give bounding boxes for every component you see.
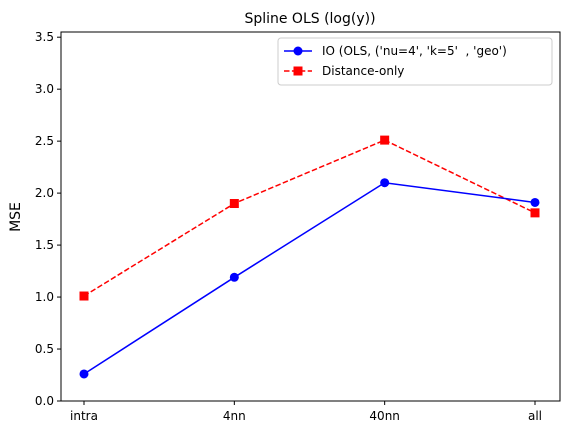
y-tick-label: 0.5 [35,342,54,356]
legend-label: IO (OLS, ('nu=4', 'k=5' , 'geo') [322,44,507,58]
y-tick-label: 3.0 [35,82,54,96]
y-tick-label: 2.5 [35,134,54,148]
x-tick-label: 4nn [223,409,246,423]
y-tick-label: 1.5 [35,238,54,252]
x-tick-label: intra [70,409,98,423]
legend: IO (OLS, ('nu=4', 'k=5' , 'geo') Distance… [278,38,552,85]
legend-marker [294,67,303,76]
y-tick-label: 2.0 [35,186,54,200]
x-tick-label: 40nn [369,409,399,423]
data-point [531,208,540,217]
x-tick-label: all [528,409,542,423]
series-layer [80,136,540,379]
y-tick-label: 0.0 [35,394,54,408]
data-point [531,198,540,207]
data-point [380,136,389,145]
y-tick-label: 1.0 [35,290,54,304]
series-line [84,140,535,296]
legend-label: Distance-only [322,64,404,78]
y-axis-label: MSE [8,202,24,232]
data-point [80,292,89,301]
series-line [84,183,535,374]
chart-title: Spline OLS (log(y)) [244,11,375,27]
x-axis: intra 4nn 40nn all [70,401,542,423]
data-point [230,273,239,282]
data-point [380,178,389,187]
plot-frame [61,32,560,401]
data-point [80,369,89,378]
y-axis: 0.0 0.5 1.0 1.5 2.0 2.5 3.0 3.5 [35,30,61,408]
legend-marker [294,47,303,56]
data-point [230,199,239,208]
y-tick-label: 3.5 [35,30,54,44]
